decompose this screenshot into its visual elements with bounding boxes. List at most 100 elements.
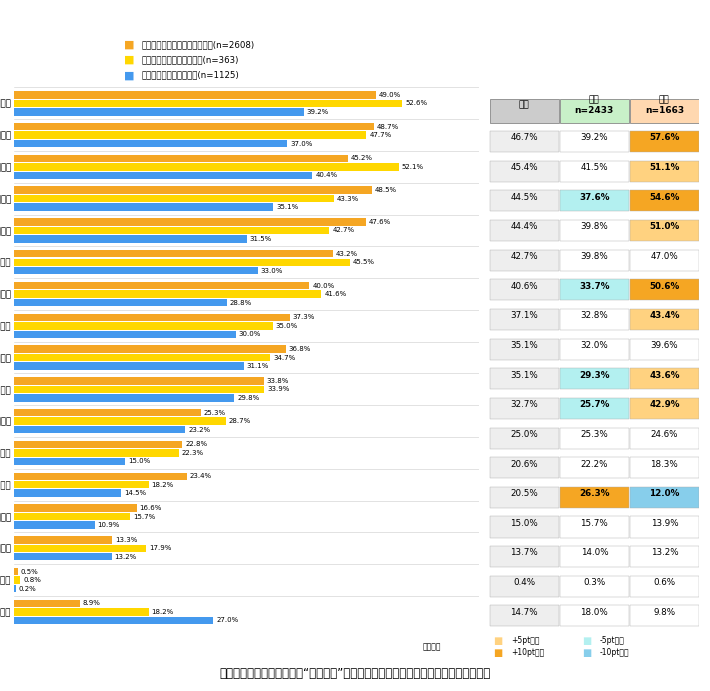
FancyBboxPatch shape — [490, 576, 559, 597]
Bar — [14, 322, 273, 330]
Bar — [14, 250, 333, 258]
Bar — [14, 504, 137, 512]
FancyBboxPatch shape — [560, 131, 628, 152]
Text: ■: ■ — [582, 636, 591, 645]
FancyBboxPatch shape — [630, 279, 699, 301]
Bar — [14, 394, 234, 401]
Text: 13.2%: 13.2% — [114, 553, 137, 560]
Bar — [14, 473, 187, 480]
FancyBboxPatch shape — [630, 576, 699, 597]
FancyBboxPatch shape — [490, 487, 559, 508]
FancyBboxPatch shape — [490, 398, 559, 419]
Text: 54.6%: 54.6% — [649, 193, 679, 202]
Text: +10pt以上: +10pt以上 — [511, 648, 545, 658]
Text: 25.3%: 25.3% — [581, 430, 608, 439]
Text: 12.0%: 12.0% — [649, 489, 679, 498]
FancyBboxPatch shape — [490, 220, 559, 241]
Text: 39.8%: 39.8% — [581, 252, 608, 261]
Text: 47.6%: 47.6% — [368, 219, 390, 225]
FancyBboxPatch shape — [490, 516, 559, 538]
Text: 46.7%: 46.7% — [510, 133, 538, 142]
FancyBboxPatch shape — [630, 191, 699, 211]
Bar — [14, 426, 185, 433]
Bar — [14, 585, 16, 592]
Bar — [14, 553, 111, 560]
Text: 15.7%: 15.7% — [133, 513, 155, 520]
Text: 57.6%: 57.6% — [649, 133, 679, 142]
Text: 0.8%: 0.8% — [23, 577, 41, 583]
FancyBboxPatch shape — [560, 487, 628, 508]
FancyBboxPatch shape — [560, 309, 628, 330]
Text: 41.5%: 41.5% — [581, 163, 608, 172]
FancyBboxPatch shape — [560, 428, 628, 448]
Bar — [14, 203, 273, 211]
Text: 20.5%: 20.5% — [510, 489, 538, 498]
FancyBboxPatch shape — [630, 398, 699, 419]
Text: 44.4%: 44.4% — [510, 223, 538, 231]
Bar — [14, 362, 244, 370]
Bar — [14, 330, 236, 338]
FancyBboxPatch shape — [490, 339, 559, 360]
Text: 43.6%: 43.6% — [649, 370, 679, 379]
FancyBboxPatch shape — [560, 161, 628, 182]
Bar — [14, 576, 20, 584]
Bar — [14, 600, 80, 607]
Text: 48.7%: 48.7% — [376, 124, 399, 130]
FancyBboxPatch shape — [630, 220, 699, 241]
Text: 25.7%: 25.7% — [579, 400, 609, 409]
Text: 14.7%: 14.7% — [510, 607, 538, 616]
Text: 25.0%: 25.0% — [510, 430, 538, 439]
Text: 27.0%: 27.0% — [217, 617, 239, 623]
Text: -10pt以下: -10pt以下 — [600, 648, 630, 658]
Text: 40.6%: 40.6% — [510, 282, 538, 291]
Text: 配偶者はいない（未婚）(n=1125): 配偶者はいない（未婚）(n=1125) — [142, 70, 240, 80]
Bar — [14, 536, 112, 544]
Bar — [14, 299, 226, 306]
Text: 52.1%: 52.1% — [402, 164, 424, 170]
FancyBboxPatch shape — [560, 249, 628, 271]
Text: 0.3%: 0.3% — [583, 578, 606, 587]
Text: 22.3%: 22.3% — [182, 450, 204, 456]
Bar — [14, 489, 121, 497]
Text: ■: ■ — [493, 648, 503, 658]
Text: 28.7%: 28.7% — [229, 418, 251, 424]
FancyBboxPatch shape — [630, 605, 699, 627]
FancyBboxPatch shape — [560, 100, 628, 122]
Text: 23.4%: 23.4% — [190, 473, 212, 480]
Bar — [14, 314, 290, 321]
Text: 42.9%: 42.9% — [649, 400, 679, 409]
FancyBboxPatch shape — [490, 191, 559, 211]
Bar — [14, 187, 372, 194]
FancyBboxPatch shape — [560, 398, 628, 419]
Text: 10.9%: 10.9% — [97, 522, 120, 528]
Text: 26.3%: 26.3% — [579, 489, 610, 498]
Text: 37.6%: 37.6% — [579, 193, 610, 202]
FancyBboxPatch shape — [560, 279, 628, 301]
Text: 42.7%: 42.7% — [332, 227, 354, 234]
Bar — [14, 521, 94, 529]
Bar — [14, 282, 310, 290]
Text: 13.7%: 13.7% — [510, 549, 538, 558]
Text: 41.6%: 41.6% — [324, 291, 346, 297]
FancyBboxPatch shape — [490, 546, 559, 567]
Text: 女性
n=1663: 女性 n=1663 — [645, 95, 684, 115]
Text: -5pt以下: -5pt以下 — [600, 636, 625, 645]
Text: 13.3%: 13.3% — [115, 537, 138, 543]
Text: 全体比較: 全体比較 — [422, 642, 441, 652]
FancyBboxPatch shape — [630, 161, 699, 182]
Bar — [14, 140, 288, 147]
Text: 37.3%: 37.3% — [293, 314, 315, 321]
Text: 32.0%: 32.0% — [581, 341, 608, 350]
Bar — [14, 608, 148, 616]
FancyBboxPatch shape — [630, 131, 699, 152]
Text: 40.4%: 40.4% — [315, 172, 337, 178]
Bar — [14, 568, 18, 576]
Text: 25.3%: 25.3% — [204, 410, 226, 416]
Bar — [14, 545, 146, 552]
FancyBboxPatch shape — [490, 249, 559, 271]
FancyBboxPatch shape — [630, 516, 699, 538]
Text: 42.7%: 42.7% — [510, 252, 538, 261]
FancyBboxPatch shape — [490, 457, 559, 478]
FancyBboxPatch shape — [560, 220, 628, 241]
Text: 45.5%: 45.5% — [353, 259, 375, 265]
